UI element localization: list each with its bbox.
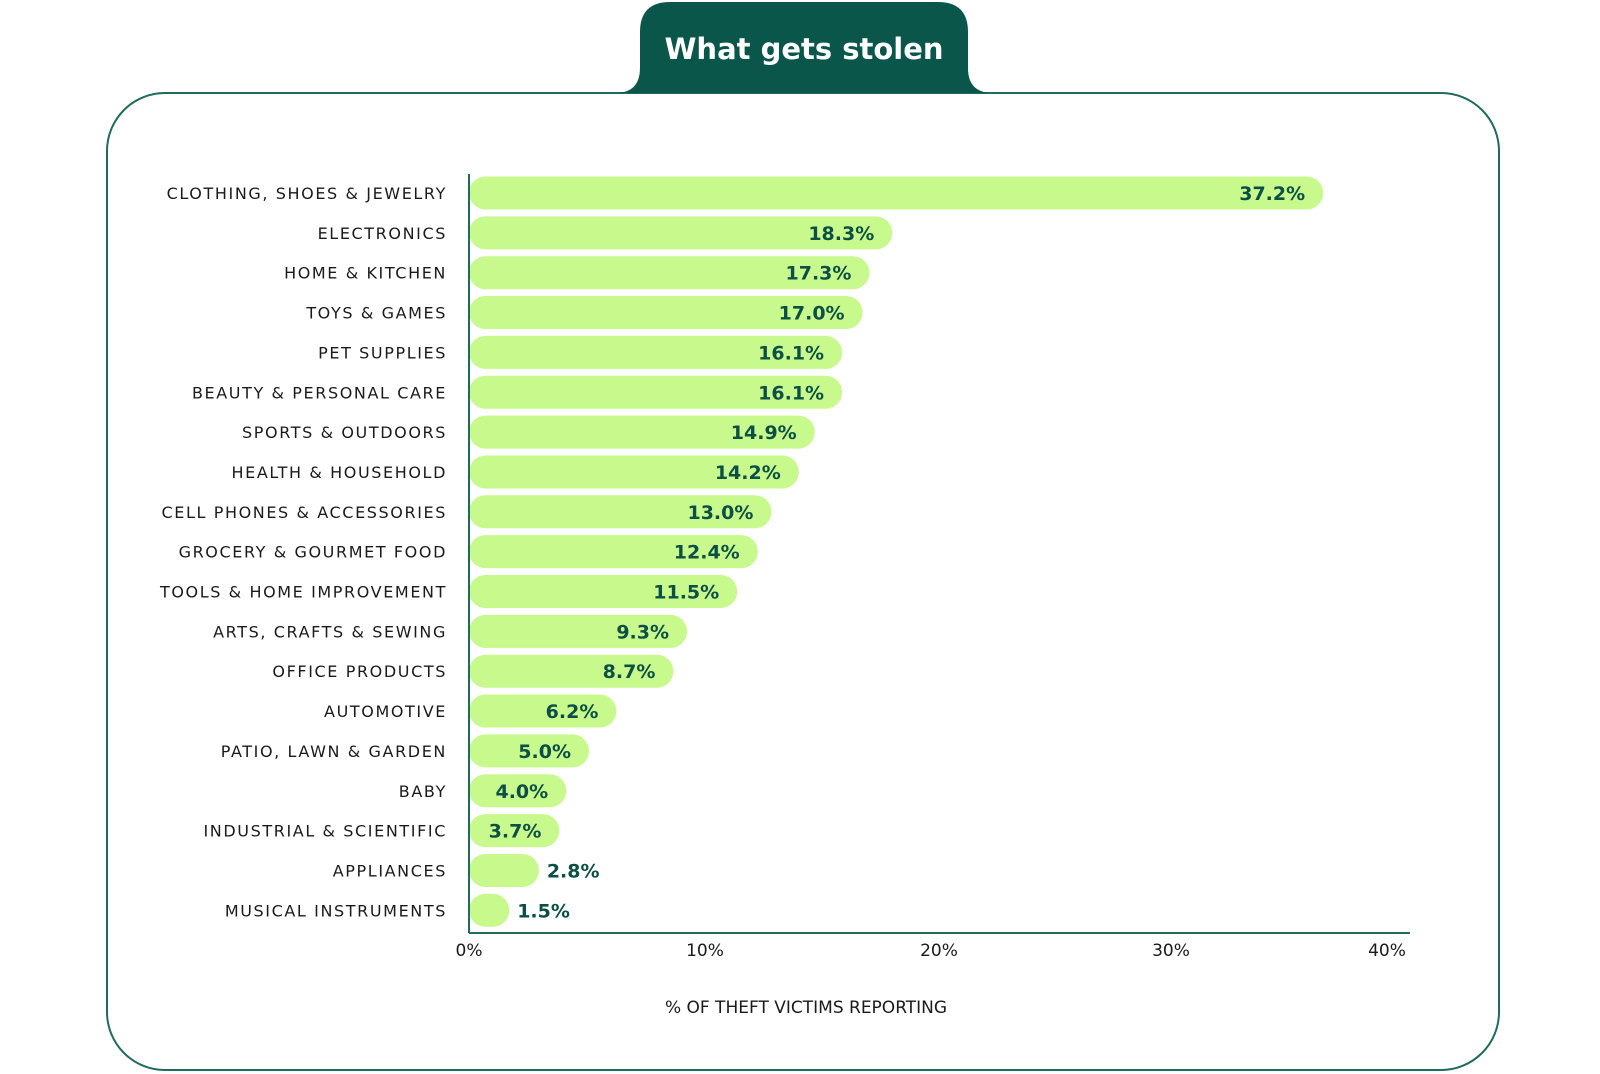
x-tick-label: 40% [1368,941,1406,961]
category-label: HOME & KITCHEN [284,264,447,283]
x-tick-label: 30% [1152,941,1190,961]
category-label: BEAUTY & PERSONAL CARE [192,383,447,402]
value-label: 14.9% [731,422,797,444]
category-label: ARTS, CRAFTS & SEWING [213,622,447,641]
x-tick-labels: 0% 10% 20% 30% 40% [456,941,1406,961]
value-label: 3.7% [489,821,542,843]
bar [469,335,843,369]
value-label: 4.0% [495,781,548,803]
bar [469,495,772,529]
x-tick-label: 10% [686,941,724,961]
value-label: 13.0% [687,502,753,524]
category-label: GROCERY & GOURMET FOOD [179,543,447,562]
bar [469,614,688,648]
category-label: CELL PHONES & ACCESSORIES [162,503,447,522]
category-label: TOOLS & HOME IMPROVEMENT [159,583,447,602]
category-label: PATIO, LAWN & GARDEN [221,742,447,761]
value-label: 12.4% [674,542,740,564]
bar [469,654,674,688]
bar [469,734,589,768]
bar [469,575,738,608]
category-label: INDUSTRIAL & SCIENTIFIC [203,822,447,841]
value-label: 18.3% [808,223,874,245]
value-label: 16.1% [758,342,824,364]
bar [469,455,799,489]
category-label: SPORTS & OUTDOORS [242,423,447,442]
x-axis-title: % OF THEFT VICTIMS REPORTING [665,998,947,1018]
category-label: ELECTRONICS [318,224,447,243]
chart-title: What gets stolen [664,32,943,66]
bar [469,814,560,848]
bar [469,415,815,449]
category-label: TOYS & GAMES [305,304,447,323]
bar [469,176,1324,210]
value-label: 16.1% [758,382,824,404]
category-label: HEALTH & HOUSEHOLD [231,463,447,482]
value-label: 37.2% [1239,183,1305,205]
x-tick-label: 0% [456,941,483,961]
bar [469,375,843,409]
value-label: 2.8% [547,860,600,882]
category-label: BABY [399,782,447,801]
value-label: 8.7% [603,661,656,683]
category-label: AUTOMOTIVE [324,702,447,721]
value-label: 1.5% [517,900,570,922]
bar [469,535,758,569]
value-label: 11.5% [653,582,719,604]
value-label: 14.2% [715,462,781,484]
x-tick-label: 20% [920,941,958,961]
bar [469,694,617,728]
category-label: OFFICE PRODUCTS [272,662,447,681]
category-label: MUSICAL INSTRUMENTS [225,901,447,920]
bar [469,853,539,887]
bars-group [469,176,1324,927]
bar [469,296,863,330]
bar [469,774,567,808]
category-label: APPLIANCES [333,861,447,880]
value-label: 17.3% [786,263,852,285]
value-label: 6.2% [546,701,599,723]
value-label: 17.0% [779,303,845,325]
category-labels: CLOTHING, SHOES & JEWELRY ELECTRONICS HOME… [159,184,447,920]
bar [469,256,870,290]
category-label: PET SUPPLIES [318,343,447,362]
value-label: 9.3% [616,621,669,643]
title-tab [615,2,993,93]
value-label: 5.0% [518,741,571,763]
bar [469,893,510,927]
value-labels: 37.2% 18.3% 17.3% 17.0% 16.1% 16.1% 14.9% 14.2%… [489,183,1306,922]
bar [469,216,893,250]
category-label: CLOTHING, SHOES & JEWELRY [167,184,447,203]
